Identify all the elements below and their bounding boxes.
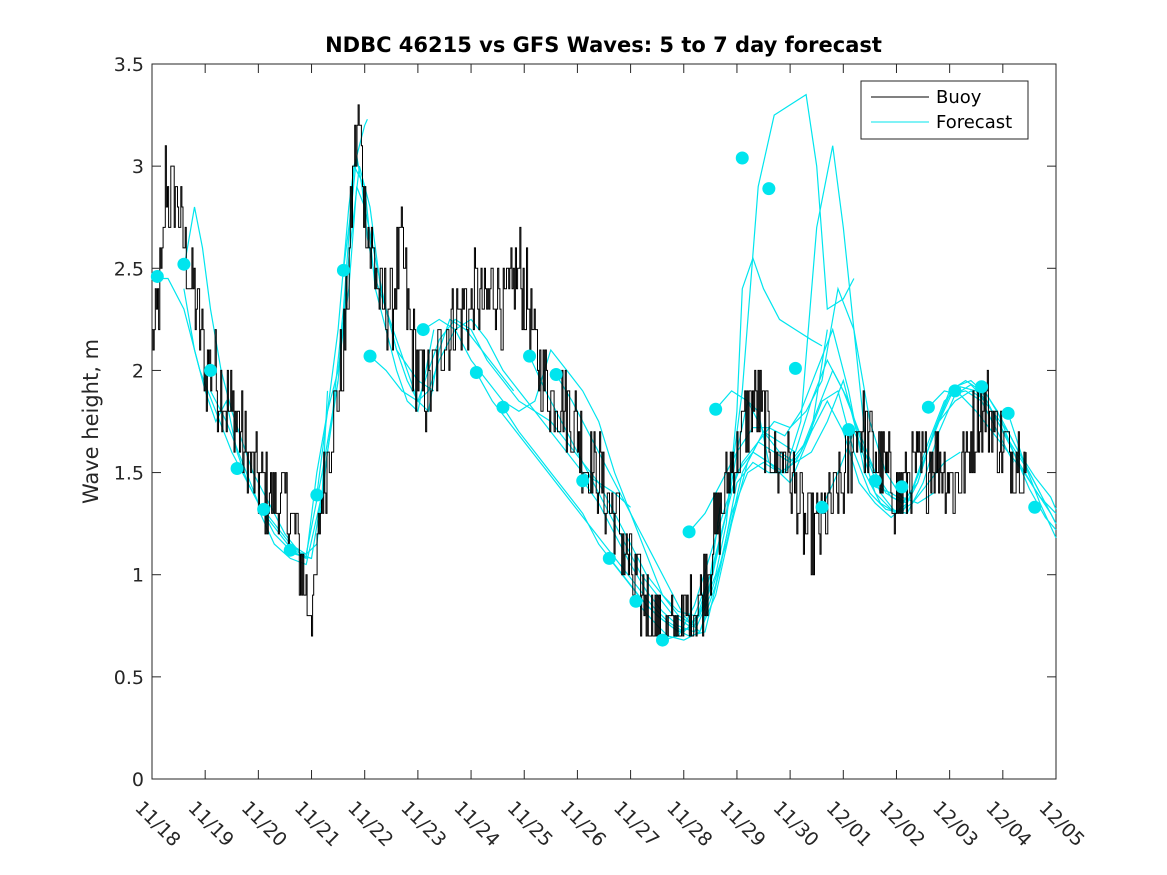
forecast-marker	[868, 474, 882, 488]
y-tick-label: 1	[132, 565, 144, 587]
forecast-series-line	[1007, 413, 1057, 539]
forecast-marker	[257, 502, 271, 516]
forecast-marker	[549, 368, 563, 382]
buoy-line	[152, 104, 1027, 637]
y-axis: 0 0.5 1 1.5 2 2.5 3 3.5	[114, 54, 1056, 791]
forecast-marker	[363, 349, 377, 363]
forecast-marker	[948, 384, 962, 398]
forecast-marker	[336, 263, 350, 277]
forecast-marker	[177, 257, 191, 271]
y-tick-label: 0	[132, 769, 144, 791]
forecast-marker	[496, 400, 510, 414]
legend-buoy-label: Buoy	[936, 87, 982, 108]
forecast-marker	[842, 423, 856, 437]
forecast-marker	[416, 323, 430, 337]
forecast-marker	[283, 543, 297, 557]
y-tick-label: 3.5	[114, 54, 144, 76]
forecast-marker	[602, 551, 616, 565]
forecast-marker	[150, 269, 164, 283]
forecast-marker	[895, 480, 909, 494]
axes-box	[151, 63, 1057, 780]
legend-forecast-label: Forecast	[936, 112, 1012, 133]
forecast-marker	[682, 525, 696, 539]
y-tick-label: 0.5	[114, 667, 144, 689]
y-tick-label: 2	[132, 360, 144, 382]
forecast-marker	[576, 474, 590, 488]
y-tick-label: 2.5	[114, 258, 144, 280]
legend-box	[860, 80, 1029, 140]
forecast-marker	[310, 488, 324, 502]
forecast-marker	[655, 633, 669, 647]
forecast-marker	[629, 594, 643, 608]
forecast-series-line	[555, 358, 908, 633]
legend: Buoy Forecast	[860, 80, 1029, 140]
forecast-marker	[1001, 406, 1015, 420]
forecast-marker	[762, 182, 776, 196]
forecast-marker	[1028, 500, 1042, 514]
forecast-series-line	[290, 186, 515, 560]
y-tick-label: 1.5	[114, 463, 144, 485]
forecast-marker	[469, 365, 483, 379]
forecast-marker	[709, 402, 723, 416]
forecast-marker	[975, 380, 989, 394]
forecast-marker	[735, 151, 749, 165]
plot-area	[150, 63, 1057, 780]
forecast-marker	[523, 349, 537, 363]
chart-title: NDBC 46215 vs GFS Waves: 5 to 7 day fore…	[325, 33, 882, 57]
forecast-marker	[815, 500, 829, 514]
forecast-marker	[203, 363, 217, 377]
forecast-series-line	[152, 277, 312, 559]
y-tick-label: 3	[132, 156, 144, 178]
forecast-marker	[230, 461, 244, 475]
y-axis-label: Wave height, m	[79, 339, 103, 504]
marker-layer	[150, 151, 1042, 647]
forecast-marker	[921, 400, 935, 414]
forecast-marker	[788, 361, 802, 375]
buoy-layer	[152, 104, 1027, 637]
forecast-series-line	[316, 118, 368, 496]
